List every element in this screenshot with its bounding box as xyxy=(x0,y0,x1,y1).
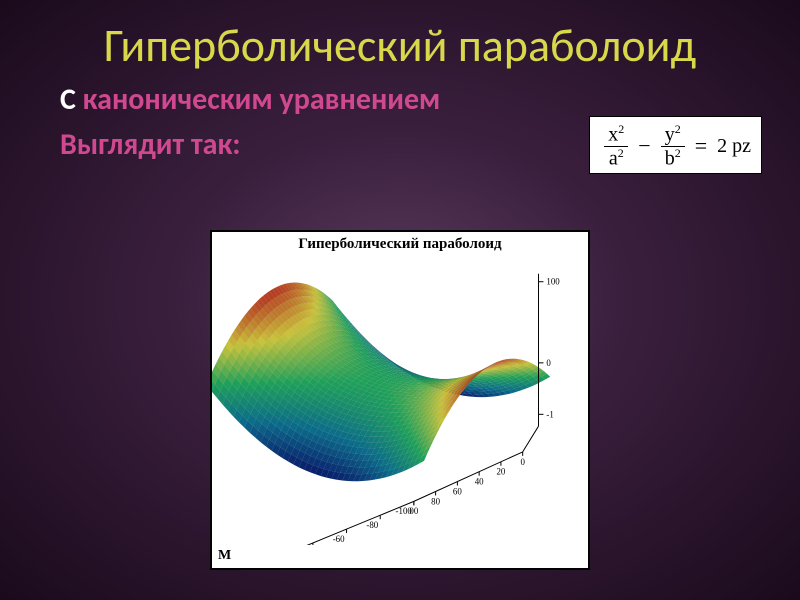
equation-frac-1: x2 a2 xyxy=(604,123,628,169)
svg-text:20: 20 xyxy=(496,467,505,477)
intro-text: каноническим уравнением xyxy=(83,81,441,118)
page-title: Гиперболический параболоид xyxy=(0,0,800,73)
plot-m-label: M xyxy=(218,548,231,564)
svg-text:-100: -100 xyxy=(396,506,413,516)
equation-eq: = xyxy=(695,133,707,159)
intro-prefix: С xyxy=(60,81,83,118)
svg-text:100: 100 xyxy=(546,277,560,287)
svg-text:0: 0 xyxy=(546,358,551,368)
equation-rhs: 2 pz xyxy=(717,135,751,158)
equation-box: x2 a2 − y2 b2 = 2 pz xyxy=(589,116,762,174)
svg-text:0: 0 xyxy=(520,457,525,467)
svg-text:40: 40 xyxy=(475,477,484,487)
svg-text:80: 80 xyxy=(431,496,440,506)
equation-intro: С каноническим уравнением xyxy=(60,81,800,118)
svg-text:-80: -80 xyxy=(366,520,378,530)
plot-surface: 1000-102040608000-100-80-60-40-20020 xyxy=(212,256,588,545)
svg-text:-1: -1 xyxy=(546,409,553,419)
svg-text:60: 60 xyxy=(453,486,462,496)
equation-frac-2: y2 b2 xyxy=(661,123,685,169)
equation-minus: − xyxy=(638,133,650,159)
svg-text:-60: -60 xyxy=(333,534,345,544)
plot-box: Гиперболический параболоид 100 0 -1 0 20 40 60… xyxy=(210,230,590,570)
plot-title: Гиперболический параболоид xyxy=(212,232,588,253)
